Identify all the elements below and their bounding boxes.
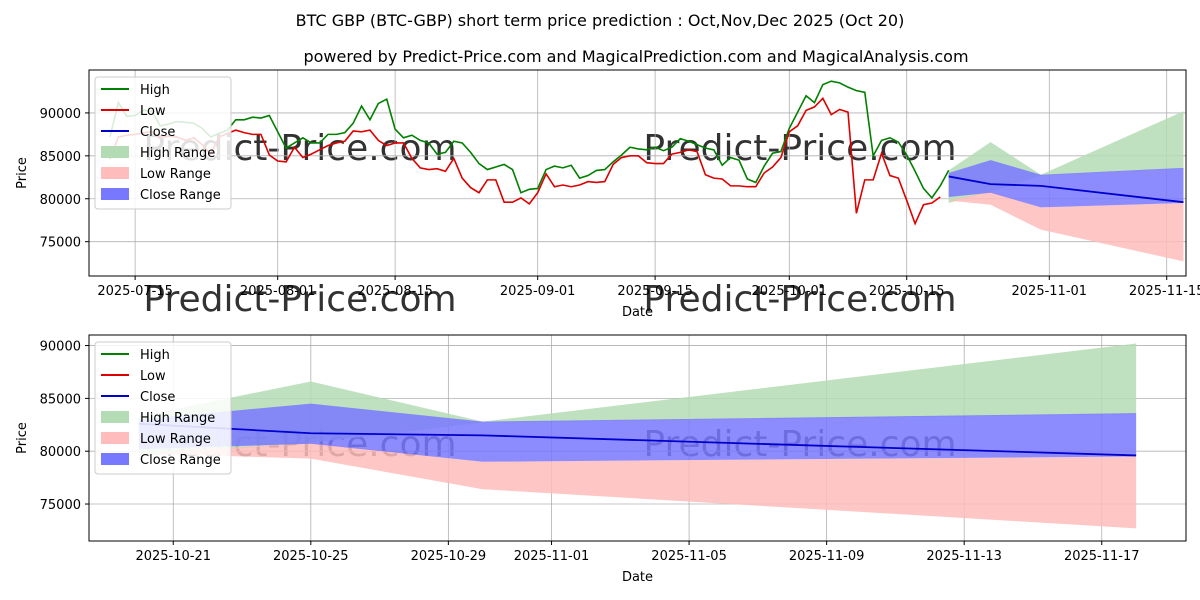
y-axis-label: Price bbox=[15, 422, 30, 454]
x-tick-label: 2025-10-25 bbox=[273, 549, 349, 564]
axes-frame bbox=[88, 69, 1187, 277]
x-tick-label: 2025-07-15 bbox=[97, 284, 173, 299]
legend-label: Low Range bbox=[140, 167, 211, 182]
x-tick-label: 2025-09-15 bbox=[617, 284, 693, 299]
y-tick-label: 80000 bbox=[40, 193, 81, 208]
legend-top: High Low Close High Range Low Range Close Ran… bbox=[94, 76, 232, 210]
x-tick-label: 2025-10-29 bbox=[411, 549, 487, 564]
legend-label: Low Range bbox=[140, 432, 211, 447]
x-tick-label: 2025-11-13 bbox=[926, 549, 1002, 564]
low-range-band bbox=[138, 442, 1137, 529]
legend-label: Low bbox=[140, 369, 166, 384]
low-range-band bbox=[948, 191, 1184, 262]
legend-patch-swatch bbox=[101, 432, 129, 444]
x-tick-label: 2025-08-15 bbox=[357, 284, 433, 299]
y-tick-label: 80000 bbox=[40, 445, 81, 460]
y-tick-label: 85000 bbox=[40, 392, 81, 407]
y-axis-label: Price bbox=[15, 157, 30, 189]
axes-frame bbox=[88, 334, 1187, 542]
legend-label: Close bbox=[140, 390, 175, 405]
low-line bbox=[109, 96, 941, 226]
x-tick-label: 2025-11-09 bbox=[789, 549, 865, 564]
y-tick-label: 75000 bbox=[40, 236, 81, 251]
x-tick-label: 2025-11-01 bbox=[514, 549, 590, 564]
x-tick-label: 2025-11-05 bbox=[651, 549, 727, 564]
legend-label: High bbox=[140, 348, 170, 363]
legend-patch-swatch bbox=[101, 146, 129, 158]
y-tick-label: 90000 bbox=[40, 107, 81, 122]
bottom-panel: Predict-Price.com Predict-Price.com 2025… bbox=[15, 334, 1187, 585]
close-prediction-line bbox=[948, 175, 1184, 204]
x-tick-label: 2025-10-15 bbox=[869, 284, 945, 299]
x-axis-label: Date bbox=[622, 305, 653, 320]
x-tick-label: 2025-10-21 bbox=[135, 549, 211, 564]
legend-label: Close Range bbox=[140, 453, 221, 468]
y-tick-label: 85000 bbox=[40, 150, 81, 165]
legend-label: Low bbox=[140, 104, 166, 119]
y-tick-label: 90000 bbox=[40, 340, 81, 355]
legend-patch-swatch bbox=[101, 188, 129, 200]
high-line bbox=[109, 80, 950, 200]
legend-label: Close bbox=[140, 125, 175, 140]
legend-label: Close Range bbox=[140, 188, 221, 203]
watermark-text: Predict-Price.com bbox=[643, 128, 956, 169]
legend-bottom: High Low Close High Range Low Range Close Ran… bbox=[94, 341, 232, 475]
x-axis-label: Date bbox=[622, 570, 653, 585]
watermark-text: Predict-Price.com bbox=[143, 279, 456, 320]
x-tick-label: 2025-11-17 bbox=[1064, 549, 1140, 564]
x-tick-label: 2025-09-01 bbox=[500, 284, 576, 299]
legend-label: High Range bbox=[140, 411, 215, 426]
chart-subtitle: powered by Predict-Price.com and Magical… bbox=[303, 47, 968, 66]
x-tick-label: 2025-11-15 bbox=[1129, 284, 1200, 299]
legend-patch-swatch bbox=[101, 167, 129, 179]
watermark-text: Predict-Price.com bbox=[643, 279, 956, 320]
y-tick-label: 75000 bbox=[40, 498, 81, 513]
legend-label: High Range bbox=[140, 146, 215, 161]
x-tick-label: 2025-08-01 bbox=[240, 284, 316, 299]
x-tick-label: 2025-11-01 bbox=[1012, 284, 1088, 299]
chart-title: BTC GBP (BTC-GBP) short term price predi… bbox=[296, 11, 905, 30]
legend-label: High bbox=[140, 83, 170, 98]
legend-patch-swatch bbox=[101, 411, 129, 423]
legend-patch-swatch bbox=[101, 453, 129, 465]
x-tick-label: 2025-10-01 bbox=[752, 284, 828, 299]
